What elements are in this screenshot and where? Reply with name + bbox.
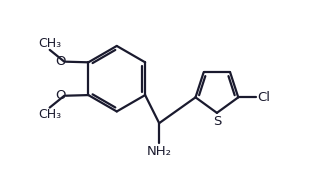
Text: S: S — [213, 115, 221, 128]
Text: O: O — [55, 55, 66, 68]
Text: CH₃: CH₃ — [38, 37, 61, 50]
Text: CH₃: CH₃ — [38, 108, 61, 121]
Text: O: O — [55, 89, 66, 102]
Text: NH₂: NH₂ — [147, 145, 172, 158]
Text: Cl: Cl — [258, 91, 271, 104]
Text: methoxy: methoxy — [49, 47, 55, 49]
